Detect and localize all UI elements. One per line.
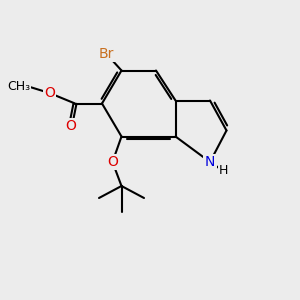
Text: H: H: [219, 164, 228, 178]
Text: O: O: [44, 86, 55, 100]
Text: CH₃: CH₃: [7, 80, 30, 94]
Text: Br: Br: [99, 47, 114, 61]
Text: N: N: [205, 155, 215, 169]
Text: O: O: [65, 119, 76, 133]
Text: O: O: [107, 155, 118, 169]
